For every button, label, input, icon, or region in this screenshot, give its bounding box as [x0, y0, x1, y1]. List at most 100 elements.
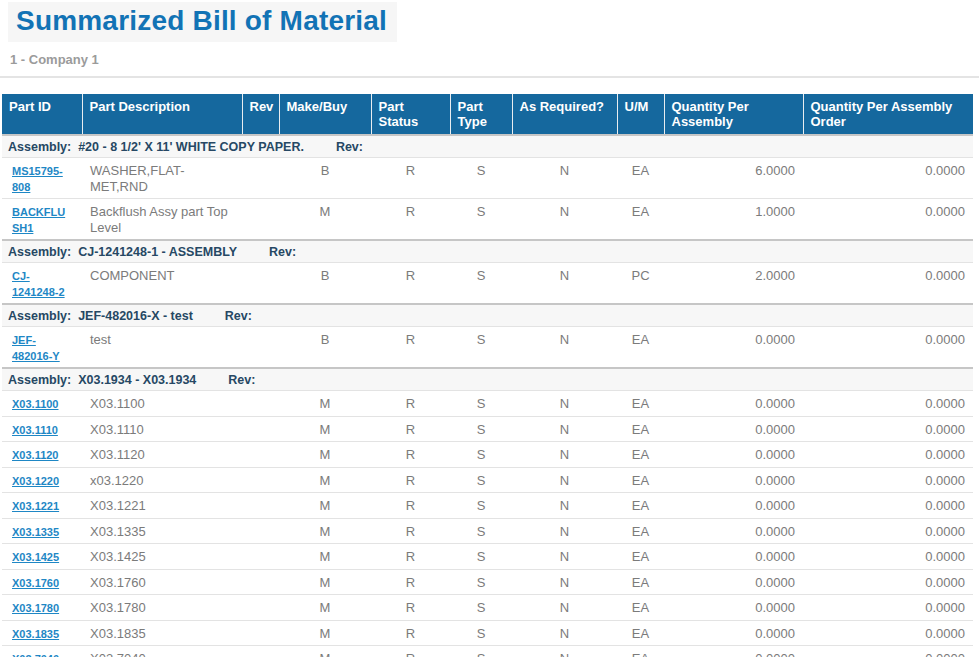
part-id-link[interactable]: MS15795-808 — [12, 165, 63, 193]
cell-rev — [242, 518, 279, 544]
company-subtitle: 1 - Company 1 — [10, 52, 979, 67]
assembly-label: Assembly: — [8, 309, 78, 323]
cell-as-required: N — [512, 595, 617, 621]
cell-part-status: R — [371, 263, 450, 305]
cell-qty-per-assembly: 0.0000 — [664, 391, 803, 417]
cell-as-required: N — [512, 493, 617, 519]
col-header-part-description: Part Description — [82, 94, 242, 135]
cell-qty-per-assembly: 0.0000 — [664, 620, 803, 646]
part-id-link[interactable]: X03.7040 — [12, 653, 59, 657]
cell-um: EA — [617, 620, 664, 646]
cell-rev — [242, 199, 279, 241]
bom-body: Assembly: #20 - 8 1/2' X 11' WHITE COPY … — [2, 135, 973, 657]
part-id-link[interactable]: X03.1100 — [12, 398, 59, 410]
cell-um: EA — [617, 327, 664, 369]
assembly-header-row: Assembly: CJ-1241248-1 - ASSEMBLYRev: — [2, 240, 973, 263]
cell-um: EA — [617, 544, 664, 570]
cell-part-status: R — [371, 544, 450, 570]
cell-make-buy: B — [279, 327, 371, 369]
assembly-label: Assembly: — [8, 245, 78, 259]
cell-rev — [242, 391, 279, 417]
cell-qty-per-assembly-order: 0.0000 — [803, 569, 973, 595]
part-row: X03.1760X03.1760MRSNEA0.00000.0000 — [2, 569, 973, 595]
cell-um: EA — [617, 646, 664, 657]
assembly-id-description: #20 - 8 1/2' X 11' WHITE COPY PAPER. — [78, 140, 304, 154]
cell-as-required: N — [512, 442, 617, 468]
cell-part-type: S — [450, 416, 512, 442]
part-row: MS15795-808WASHER,FLAT-MET,RNDBRSNEA6.00… — [2, 158, 973, 199]
assembly-rev-label: Rev: — [228, 373, 255, 387]
cell-part-status: R — [371, 620, 450, 646]
cell-rev — [242, 416, 279, 442]
cell-qty-per-assembly: 0.0000 — [664, 569, 803, 595]
cell-rev — [242, 646, 279, 657]
cell-part-status: R — [371, 416, 450, 442]
part-id-link[interactable]: X03.1425 — [12, 551, 59, 563]
cell-make-buy: B — [279, 158, 371, 199]
cell-um: EA — [617, 158, 664, 199]
cell-part-description: X03.1760 — [82, 569, 242, 595]
part-row: X03.7040X03.7040MRSNEA0.00000.0000 — [2, 646, 973, 657]
part-row: X03.1780X03.1780MRSNEA0.00000.0000 — [2, 595, 973, 621]
cell-qty-per-assembly-order: 0.0000 — [803, 199, 973, 241]
assembly-label: Assembly: — [8, 140, 78, 154]
cell-as-required: N — [512, 467, 617, 493]
cell-part-type: S — [450, 327, 512, 369]
cell-part-type: S — [450, 544, 512, 570]
cell-um: EA — [617, 595, 664, 621]
cell-part-type: S — [450, 391, 512, 417]
col-header-rev: Rev — [242, 94, 279, 135]
cell-part-description: X03.1221 — [82, 493, 242, 519]
cell-as-required: N — [512, 544, 617, 570]
cell-as-required: N — [512, 569, 617, 595]
cell-make-buy: M — [279, 442, 371, 468]
assembly-header-cell: Assembly: #20 - 8 1/2' X 11' WHITE COPY … — [2, 135, 973, 158]
cell-as-required: N — [512, 199, 617, 241]
cell-um: EA — [617, 391, 664, 417]
cell-part-type: S — [450, 493, 512, 519]
part-id-link[interactable]: X03.1110 — [12, 424, 58, 436]
col-header-make-buy: Make/Buy — [279, 94, 371, 135]
part-id-link[interactable]: X03.1120 — [12, 449, 59, 461]
cell-as-required: N — [512, 416, 617, 442]
cell-qty-per-assembly-order: 0.0000 — [803, 646, 973, 657]
cell-make-buy: M — [279, 416, 371, 442]
cell-rev — [242, 442, 279, 468]
part-id-link[interactable]: BACKFLUSH1 — [12, 206, 65, 234]
cell-part-id: BACKFLUSH1 — [2, 199, 82, 241]
part-id-link[interactable]: X03.1780 — [12, 602, 59, 614]
cell-part-id: X03.1425 — [2, 544, 82, 570]
cell-part-type: S — [450, 569, 512, 595]
cell-part-id: X03.1120 — [2, 442, 82, 468]
part-id-link[interactable]: X03.1835 — [12, 628, 59, 640]
cell-part-status: R — [371, 391, 450, 417]
part-id-link[interactable]: X03.1760 — [12, 577, 59, 589]
part-row: X03.1835X03.1835MRSNEA0.00000.0000 — [2, 620, 973, 646]
part-id-link[interactable]: X03.1221 — [12, 500, 59, 512]
part-id-link[interactable]: X03.1335 — [12, 526, 59, 538]
part-id-link[interactable]: X03.1220 — [12, 475, 59, 487]
cell-qty-per-assembly-order: 0.0000 — [803, 263, 973, 305]
part-id-link[interactable]: CJ-1241248-2 — [12, 270, 65, 298]
cell-um: EA — [617, 416, 664, 442]
part-row: CJ-1241248-2COMPONENTBRSNPC2.00000.0000 — [2, 263, 973, 305]
cell-qty-per-assembly-order: 0.0000 — [803, 442, 973, 468]
cell-qty-per-assembly: 0.0000 — [664, 544, 803, 570]
cell-qty-per-assembly-order: 0.0000 — [803, 595, 973, 621]
cell-um: EA — [617, 493, 664, 519]
assembly-header-row: Assembly: X03.1934 - X03.1934Rev: — [2, 368, 973, 391]
part-row: X03.1221X03.1221MRSNEA0.00000.0000 — [2, 493, 973, 519]
col-header-as-required: As Required? — [512, 94, 617, 135]
col-header-part-type: Part Type — [450, 94, 512, 135]
cell-as-required: N — [512, 646, 617, 657]
part-row: X03.1220x03.1220MRSNEA0.00000.0000 — [2, 467, 973, 493]
cell-make-buy: M — [279, 595, 371, 621]
assembly-header-cell: Assembly: JEF-482016-X - testRev: — [2, 304, 973, 327]
assembly-rev-label: Rev: — [336, 140, 363, 154]
cell-as-required: N — [512, 518, 617, 544]
cell-qty-per-assembly-order: 0.0000 — [803, 467, 973, 493]
part-id-link[interactable]: JEF-482016-Y — [12, 334, 60, 362]
cell-rev — [242, 544, 279, 570]
col-header-part-id: Part ID — [2, 94, 82, 135]
part-row: X03.1120X03.1120MRSNEA0.00000.0000 — [2, 442, 973, 468]
